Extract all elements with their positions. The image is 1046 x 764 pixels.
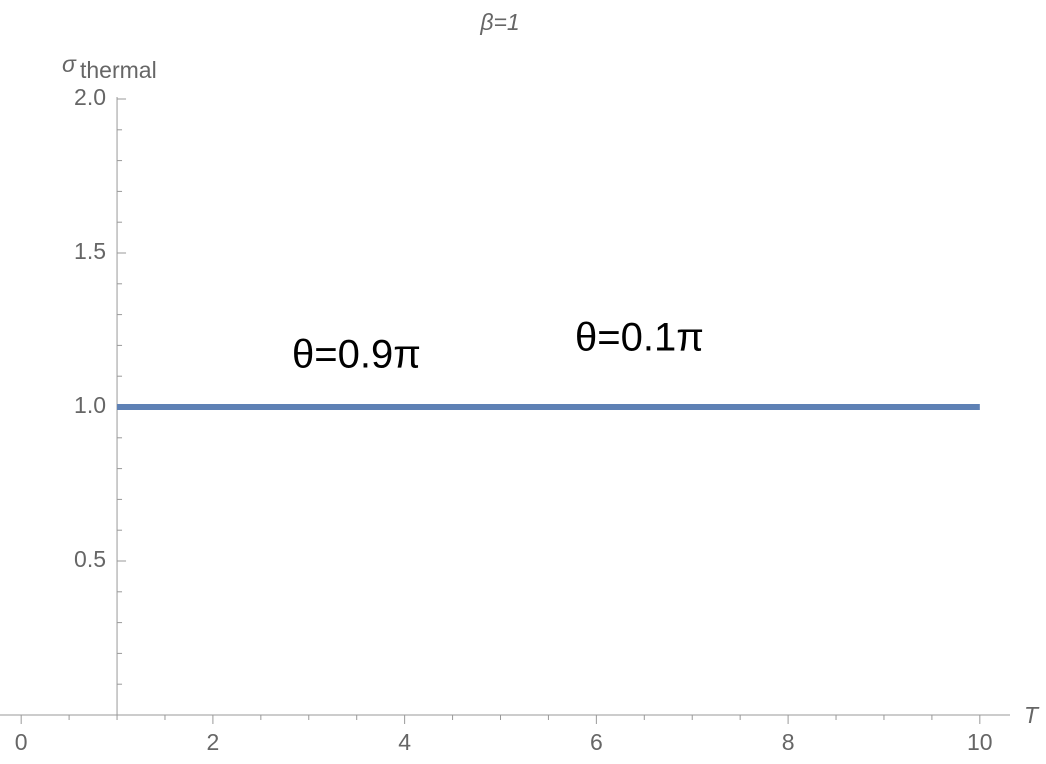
x-label: T [1024,702,1040,728]
y-tick-label: 1.0 [74,392,106,418]
y-label-symbol: σ [62,51,77,77]
annotation: θ=0.9π [292,333,421,377]
chart-title: β=1 [479,9,519,35]
x-tick-label: 10 [967,729,993,755]
y-tick-label: 1.5 [74,238,106,264]
y-label-subscript: thermal [80,57,157,83]
x-tick-label: 0 [15,729,28,755]
x-tick-label: 8 [782,729,795,755]
y-tick-label: 2.0 [74,84,106,110]
x-tick-label: 6 [590,729,603,755]
annotation: θ=0.1π [575,316,704,360]
x-tick-label: 4 [398,729,411,755]
y-tick-label: 0.5 [74,546,106,572]
x-tick-label: 2 [207,729,220,755]
